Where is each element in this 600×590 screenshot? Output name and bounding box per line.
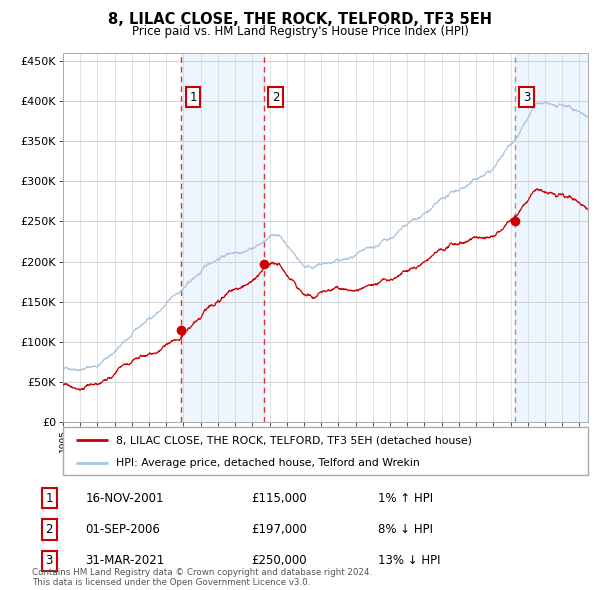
- Bar: [181, 53, 264, 422]
- Text: 8, LILAC CLOSE, THE ROCK, TELFORD, TF3 5EH (detached house): 8, LILAC CLOSE, THE ROCK, TELFORD, TF3 5…: [115, 435, 472, 445]
- Text: 01-SEP-2006: 01-SEP-2006: [85, 523, 160, 536]
- Text: 3: 3: [46, 554, 53, 567]
- Text: 2: 2: [272, 91, 279, 104]
- Text: £197,000: £197,000: [251, 523, 307, 536]
- Text: £250,000: £250,000: [251, 554, 307, 567]
- Text: Contains HM Land Registry data © Crown copyright and database right 2024.
This d: Contains HM Land Registry data © Crown c…: [32, 568, 372, 587]
- Text: 1: 1: [46, 492, 53, 505]
- Bar: [515, 53, 596, 422]
- Text: Price paid vs. HM Land Registry's House Price Index (HPI): Price paid vs. HM Land Registry's House …: [131, 25, 469, 38]
- Text: 8% ↓ HPI: 8% ↓ HPI: [378, 523, 433, 536]
- Text: 3: 3: [523, 91, 530, 104]
- Text: 1% ↑ HPI: 1% ↑ HPI: [378, 492, 433, 505]
- Text: HPI: Average price, detached house, Telford and Wrekin: HPI: Average price, detached house, Telf…: [115, 458, 419, 468]
- Text: 8, LILAC CLOSE, THE ROCK, TELFORD, TF3 5EH: 8, LILAC CLOSE, THE ROCK, TELFORD, TF3 5…: [108, 12, 492, 27]
- Text: 31-MAR-2021: 31-MAR-2021: [85, 554, 164, 567]
- Text: 16-NOV-2001: 16-NOV-2001: [85, 492, 164, 505]
- Text: £115,000: £115,000: [251, 492, 307, 505]
- Text: 2: 2: [46, 523, 53, 536]
- Text: 1: 1: [189, 91, 197, 104]
- Text: 13% ↓ HPI: 13% ↓ HPI: [378, 554, 440, 567]
